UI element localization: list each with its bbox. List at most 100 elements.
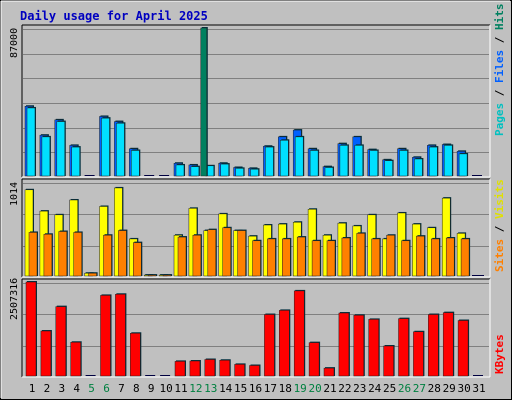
x-tick-label: 20 [308, 382, 321, 395]
kbytes-bar [293, 290, 305, 377]
legend-hits: Hits [493, 4, 506, 31]
hits-bar [309, 150, 319, 177]
sites-bar [401, 240, 410, 277]
x-tick-label: 30 [457, 382, 470, 395]
x-tick-label: 16 [249, 382, 262, 395]
sites-bar [252, 240, 261, 277]
hits-bar [250, 168, 259, 177]
bottom-panel-bars [25, 281, 483, 377]
hits-bar [235, 168, 244, 177]
kbytes-bar [279, 310, 290, 377]
hits-bar [474, 175, 482, 176]
sites-bar [28, 232, 38, 277]
sites-bar [386, 234, 395, 277]
hits-bar [220, 163, 229, 177]
hits-bar [324, 167, 334, 177]
middle-panel-max-label: 1014 [9, 182, 20, 206]
x-tick-label: 15 [234, 382, 247, 395]
hits-bar [339, 145, 349, 177]
kbytes-bar [428, 314, 439, 377]
kbytes-bar [249, 365, 260, 377]
sites-bar [58, 231, 68, 277]
middle-panel-bars [24, 186, 484, 277]
sites-bar [118, 230, 127, 277]
hits-bar [146, 175, 155, 176]
sites-bar [237, 230, 246, 277]
sites-bar [133, 242, 142, 277]
bot-panel-bg [22, 279, 490, 377]
kbytes-bar [204, 359, 216, 377]
kbytes-bar [85, 375, 96, 376]
bottom-panel-max-label: 2507316 [9, 278, 20, 320]
x-tick-label: 2 [44, 382, 51, 395]
sites-bar [445, 237, 455, 277]
x-tick-label: 19 [294, 382, 307, 395]
chart-title: Daily usage for April 2025 [20, 9, 208, 23]
kbytes-bar [234, 364, 245, 377]
sites-bar [416, 235, 425, 277]
x-tick-label: 28 [428, 382, 441, 395]
hits-bar [369, 150, 378, 177]
kbytes-bar [145, 375, 156, 376]
x-tick-label: 11 [174, 382, 187, 395]
x-tick-label: 23 [353, 382, 366, 395]
sites-bar [476, 275, 484, 276]
kbytes-bar [100, 295, 111, 377]
x-tick-label: 31 [472, 382, 485, 395]
sites-bar [43, 234, 53, 277]
hits-bar [56, 121, 66, 177]
hits-bar [71, 146, 80, 177]
kbytes-bar [130, 333, 141, 377]
sites-bar [88, 272, 97, 277]
x-tick-label: 21 [323, 382, 336, 395]
top-panel-max-label: 87000 [9, 28, 20, 58]
kbytes-bar [189, 360, 201, 377]
kbytes-bar [308, 342, 320, 377]
x-tick-label: 18 [279, 382, 292, 395]
x-tick-label: 8 [133, 382, 140, 395]
sites-bar [460, 238, 470, 277]
x-tick-label: 14 [219, 382, 233, 395]
sites-bar [311, 240, 321, 277]
sites-bar [267, 238, 276, 277]
legend-sites: Sites [493, 239, 506, 272]
x-tick-label: 5 [88, 382, 95, 395]
kbytes-bar [160, 375, 171, 376]
sites-bar [192, 234, 202, 277]
x-tick-label: 9 [148, 382, 155, 395]
sites-bar [147, 274, 157, 277]
x-tick-label: 22 [338, 382, 351, 395]
hits-bar [26, 107, 36, 177]
legend-kbytes: KBytes [493, 334, 506, 374]
kbytes-bar [323, 367, 335, 377]
legend-files: Files [493, 50, 506, 83]
sites-bar [282, 238, 291, 277]
x-tick-label: 25 [383, 382, 396, 395]
top-panel-bg [22, 25, 490, 177]
x-tick-label: 29 [443, 382, 456, 395]
hits-bar [131, 150, 140, 177]
kbytes-bar [457, 320, 469, 377]
hits-bar [41, 136, 51, 177]
panels [21, 24, 491, 378]
kbytes-bar [174, 361, 186, 377]
pages-bar [200, 27, 208, 177]
hits-bar [190, 166, 200, 177]
kbytes-bar [368, 319, 379, 377]
hits-bar [280, 140, 289, 177]
legend-visits: Visits [493, 179, 506, 219]
x-axis-labels: 1 2 3 4 5 6 7 8 9 10 11 12 13 14 15 16 17 18 19 20 21 22 23 24 2… [29, 382, 486, 395]
kbytes-bar [398, 318, 409, 377]
sites-bar [207, 229, 217, 277]
sites-bar [371, 238, 380, 277]
hits-bar [161, 175, 170, 176]
kbytes-bar [338, 312, 350, 377]
sites-bar [177, 236, 187, 277]
x-tick-label: 24 [368, 382, 382, 395]
sites-bar [222, 227, 231, 277]
x-tick-label: 3 [58, 382, 65, 395]
sites-bar [103, 234, 112, 277]
kbytes-bar [442, 312, 454, 377]
